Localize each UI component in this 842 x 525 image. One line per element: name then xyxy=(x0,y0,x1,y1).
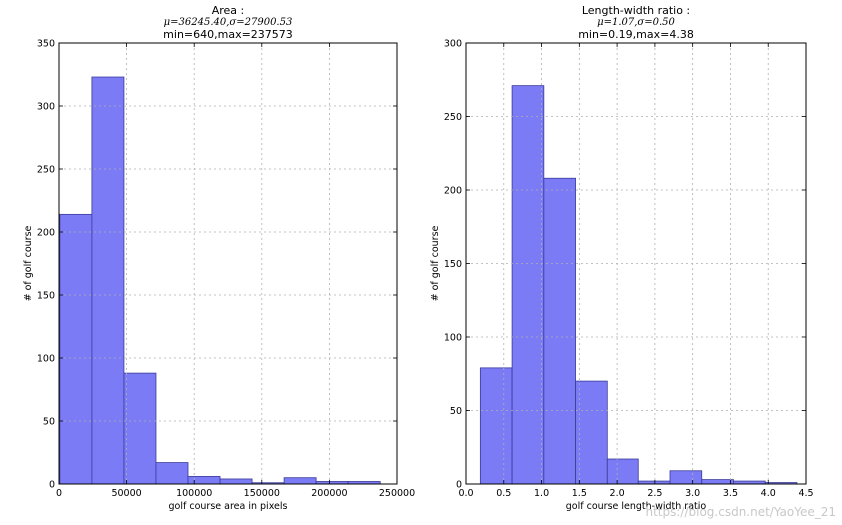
chart-title-line: μ=1.07,σ=0.50 xyxy=(597,17,675,28)
y-tick-label: 150 xyxy=(37,291,55,302)
histogram-bar xyxy=(123,372,157,485)
y-tick-label: 100 xyxy=(37,354,55,365)
chart-title-line: min=640,max=237573 xyxy=(163,28,293,41)
histogram-bar xyxy=(59,213,93,485)
histogram-bar xyxy=(511,85,545,485)
histogram-bar xyxy=(219,478,253,485)
y-tick-label: 250 xyxy=(37,165,55,176)
x-axis-label: golf course area in pixels xyxy=(169,501,288,512)
histogram-bar xyxy=(283,477,317,485)
y-tick-label: 150 xyxy=(444,259,462,270)
y-tick-label: 200 xyxy=(444,186,462,197)
histogram-bar xyxy=(701,479,734,485)
x-tick-label: 200000 xyxy=(311,488,347,499)
x-tick-label: 2.0 xyxy=(610,488,625,499)
chart-title-line: μ=36245.40,σ=27900.53 xyxy=(164,17,293,28)
x-axis-label: golf course length-width ratio xyxy=(566,501,707,512)
histogram-bar xyxy=(575,380,608,485)
histogram-bar xyxy=(479,367,513,485)
y-axis-label: # of golf course xyxy=(430,225,441,301)
watermark-text: https://blog.csdn.net/YaoYee_21 xyxy=(645,505,836,519)
plot-frame xyxy=(58,42,398,485)
y-tick-label: 0 xyxy=(456,480,462,491)
x-tick-label: 4.0 xyxy=(761,488,776,499)
x-tick-label: 1.0 xyxy=(534,488,549,499)
x-tick-label: 3.0 xyxy=(685,488,700,499)
y-tick-label: 50 xyxy=(43,417,55,428)
y-axis-label: # of golf course xyxy=(23,225,34,301)
x-tick-label: 0.5 xyxy=(496,488,511,499)
x-tick-label: 50000 xyxy=(111,488,141,499)
y-tick-label: 350 xyxy=(37,39,55,50)
x-tick-label: 100000 xyxy=(176,488,212,499)
histogram-bar xyxy=(606,458,639,485)
histogram-bar xyxy=(543,177,576,485)
y-tick-label: 200 xyxy=(37,228,55,239)
x-tick-label: 0 xyxy=(56,488,62,499)
y-tick-label: 300 xyxy=(37,102,55,113)
chart-title-line: Area : xyxy=(212,4,245,17)
chart-title-line: Length-width ratio : xyxy=(582,4,690,17)
x-tick-label: 150000 xyxy=(244,488,280,499)
histogram-bar xyxy=(669,470,703,485)
y-tick-label: 50 xyxy=(450,406,462,417)
histogram-bar xyxy=(155,462,189,485)
ratio-histogram: 0.0 0.5 1.0 1.5 2.0 2.5 3.0 3.5 4.0 4.5 0 50 100 150 2… xyxy=(430,4,814,512)
x-tick-label: 2.5 xyxy=(647,488,662,499)
x-tick-label: 1.5 xyxy=(572,488,587,499)
area-histogram: 0 50000 100000 150000 200000 250000 0 50 100 150 2… xyxy=(23,4,415,512)
y-tick-label: 0 xyxy=(49,480,55,491)
y-tick-label: 300 xyxy=(444,39,462,50)
x-tick-label: 250000 xyxy=(379,488,415,499)
x-tick-label: 3.5 xyxy=(723,488,738,499)
y-tick-label: 250 xyxy=(444,112,462,123)
chart-title-line: min=0.19,max=4.38 xyxy=(578,28,694,41)
x-tick-label: 4.5 xyxy=(798,488,813,499)
x-tick-label: 0.0 xyxy=(458,488,473,499)
histogram-bar xyxy=(187,476,221,485)
histogram-bar xyxy=(91,76,125,485)
y-tick-label: 100 xyxy=(444,333,462,344)
